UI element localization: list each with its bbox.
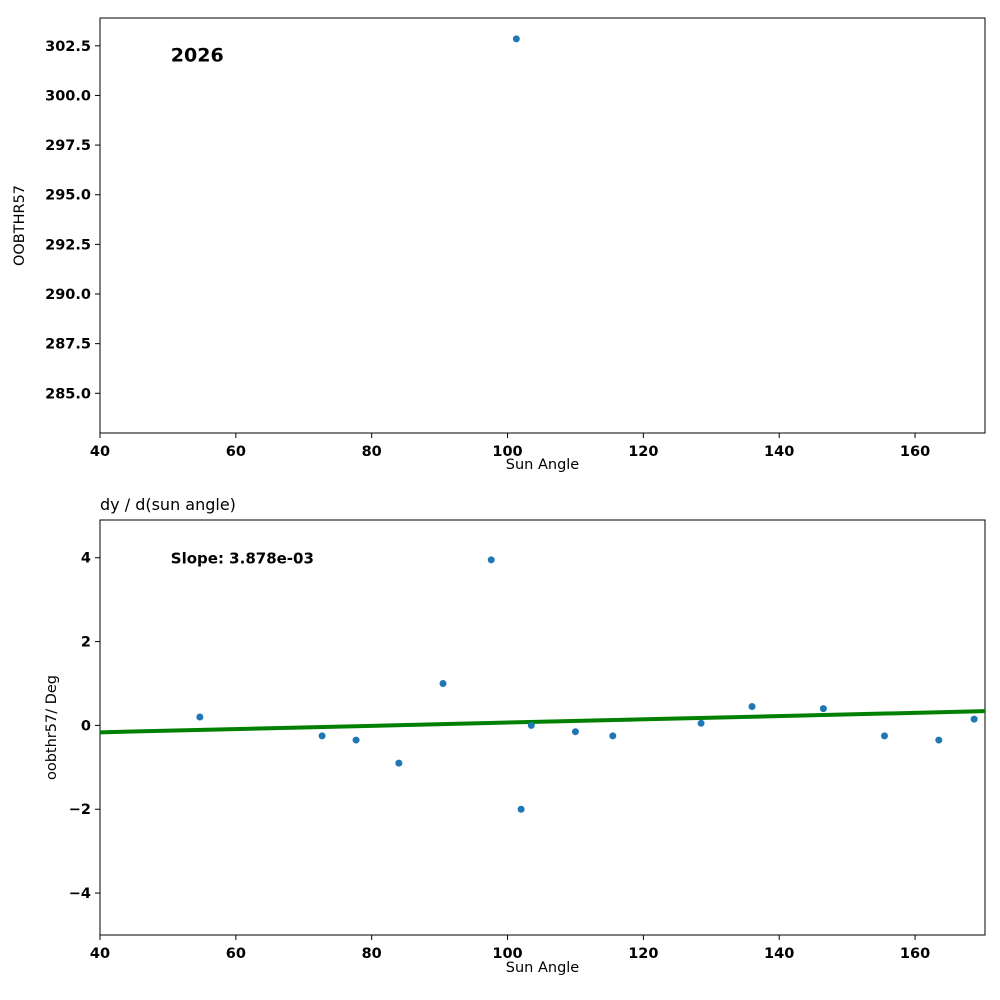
x-tick-label: 60 (226, 946, 246, 962)
top-chart: 40 60 80 100 120 140 160 285.0 287.5 290.0 292.5 29… (12, 17, 986, 473)
x-tick-label: 80 (362, 946, 382, 962)
x-tick-label: 120 (628, 444, 658, 460)
y-tick-label: 0 (81, 718, 91, 734)
x-tick-label: 120 (628, 946, 658, 962)
y-axis-label: OOBTHR57 (12, 185, 28, 266)
y-tick-label: 4 (81, 551, 91, 567)
x-tick-label: 160 (900, 444, 930, 460)
data-point (935, 736, 943, 744)
x-axis-label: Sun Angle (506, 960, 580, 976)
axes-frame (99, 17, 986, 434)
y-axis-label: oobthr57/ Deg (44, 675, 60, 780)
x-axis-label: Sun Angle (506, 457, 580, 473)
data-point (970, 715, 978, 723)
data-point (196, 713, 204, 721)
data-point (395, 759, 403, 767)
y-tick-label: 300.0 (45, 88, 91, 104)
x-tick-label: 160 (900, 946, 930, 962)
data-point (318, 732, 326, 740)
data-point (880, 732, 888, 740)
data-point (352, 736, 360, 744)
y-tick-label: 2 (81, 635, 91, 651)
y-tick-label: 292.5 (45, 237, 91, 253)
data-point (439, 679, 447, 687)
trend-line (99, 709, 986, 735)
annotation: Slope: 3.878e-03 (171, 550, 314, 568)
bottom-chart: 40 60 80 100 120 140 160 −4 −2 0 2 4 Sun Angle oobthr… (44, 495, 986, 976)
x-tick-label: 140 (764, 946, 794, 962)
data-point (517, 805, 525, 813)
data-point (487, 556, 495, 564)
y-tick-label: 287.5 (45, 337, 91, 353)
x-tick-label: 140 (764, 444, 794, 460)
x-tick-label: 40 (90, 946, 110, 962)
y-tick-label: 302.5 (45, 39, 91, 55)
y-tick-label: −4 (69, 886, 91, 902)
y-tick-label: 295.0 (45, 188, 91, 204)
x-tick-label: 100 (492, 444, 522, 460)
y-tick-label: 290.0 (45, 287, 91, 303)
data-point (819, 705, 827, 713)
data-point (697, 719, 705, 727)
data-point (571, 728, 579, 736)
y-tick-label: 297.5 (45, 138, 91, 154)
data-point (748, 703, 756, 711)
x-tick-label: 80 (362, 444, 382, 460)
y-tick-label: 285.0 (45, 386, 91, 402)
axes-frame (99, 519, 986, 936)
x-tick-label: 40 (90, 444, 110, 460)
data-point (527, 721, 535, 729)
data-point (512, 35, 520, 43)
x-tick-label: 100 (492, 946, 522, 962)
x-tick-label: 60 (226, 444, 246, 460)
data-point (609, 732, 617, 740)
annotation: 2026 (171, 45, 224, 67)
chart-title: dy / d(sun angle) (100, 495, 236, 514)
y-tick-label: −2 (69, 802, 91, 818)
